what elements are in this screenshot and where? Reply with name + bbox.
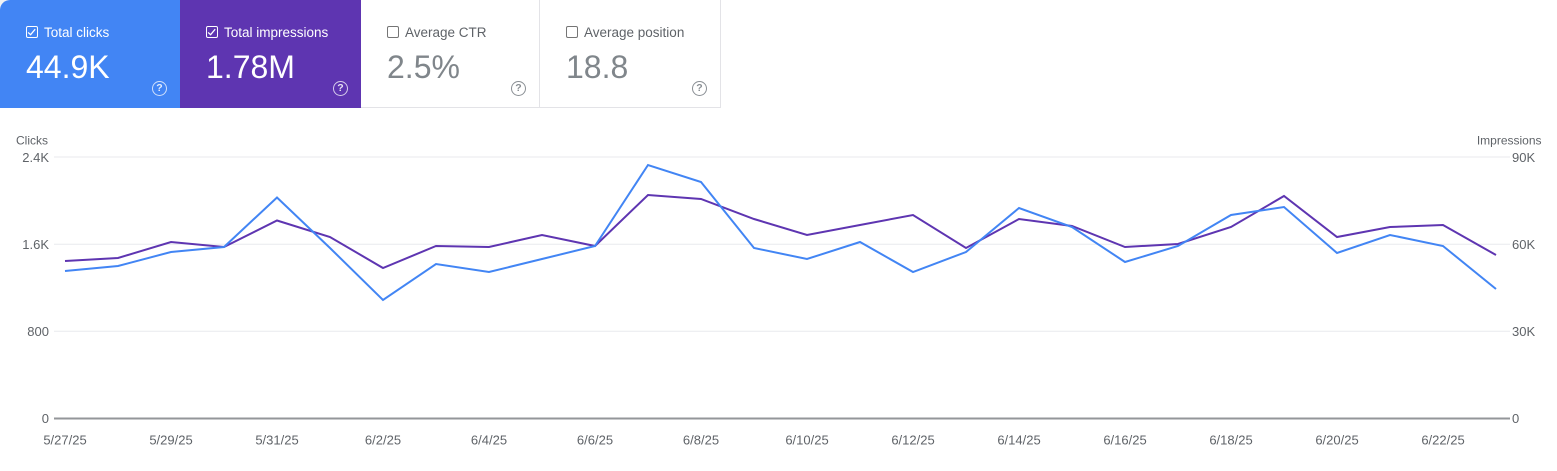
svg-text:6/6/25: 6/6/25 [577, 433, 613, 448]
svg-text:6/14/25: 6/14/25 [997, 433, 1040, 448]
svg-text:0: 0 [1512, 411, 1519, 426]
svg-text:60K: 60K [1512, 237, 1535, 252]
svg-text:6/2/25: 6/2/25 [365, 433, 401, 448]
svg-text:800: 800 [27, 324, 49, 339]
svg-text:0: 0 [42, 411, 49, 426]
svg-text:6/8/25: 6/8/25 [683, 433, 719, 448]
svg-text:6/20/25: 6/20/25 [1315, 433, 1358, 448]
svg-text:6/10/25: 6/10/25 [785, 433, 828, 448]
svg-text:30K: 30K [1512, 324, 1535, 339]
svg-text:6/4/25: 6/4/25 [471, 433, 507, 448]
svg-text:5/27/25: 5/27/25 [43, 433, 86, 448]
svg-text:6/16/25: 6/16/25 [1103, 433, 1146, 448]
svg-text:5/31/25: 5/31/25 [255, 433, 298, 448]
svg-text:6/22/25: 6/22/25 [1421, 433, 1464, 448]
svg-text:6/12/25: 6/12/25 [891, 433, 934, 448]
svg-text:90K: 90K [1512, 150, 1535, 165]
svg-text:2.4K: 2.4K [22, 150, 49, 165]
svg-text:Clicks: Clicks [16, 133, 48, 147]
svg-text:5/29/25: 5/29/25 [149, 433, 192, 448]
svg-text:6/18/25: 6/18/25 [1209, 433, 1252, 448]
svg-text:1.6K: 1.6K [22, 237, 49, 252]
svg-text:Impressions: Impressions [1477, 133, 1542, 147]
